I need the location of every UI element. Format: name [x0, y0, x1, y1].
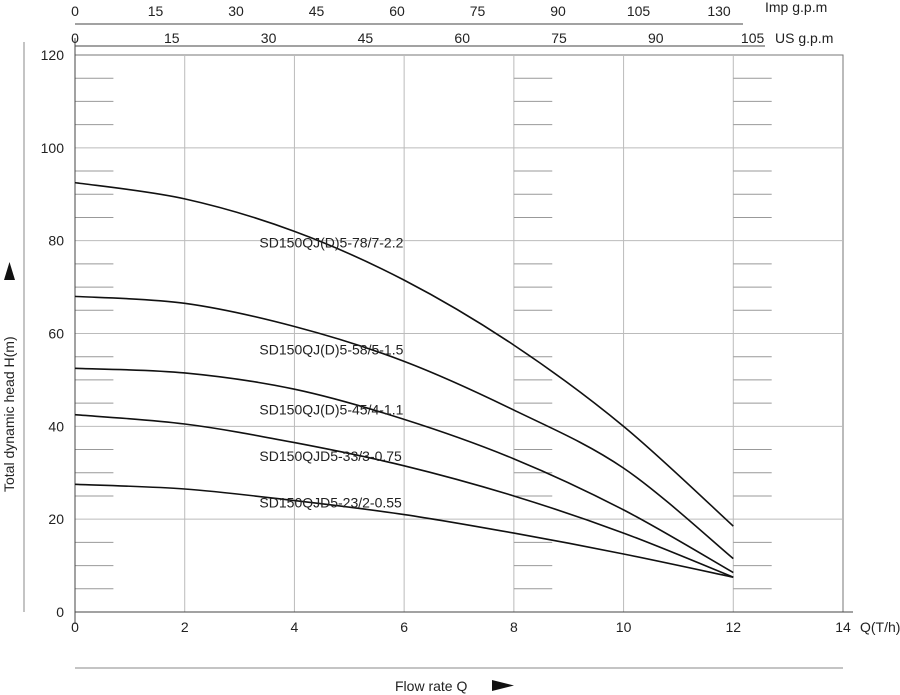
us-gpm-tick-label: 45	[358, 30, 374, 46]
x-tick-label: 10	[616, 619, 632, 635]
y-tick-label: 20	[48, 511, 64, 527]
y-axis-title: Total dynamic head H(m)	[1, 336, 17, 492]
imp-gpm-tick-label: 90	[550, 3, 566, 19]
y-tick-label: 100	[41, 140, 65, 156]
x-tick-label: 8	[510, 619, 518, 635]
x-tick-label: 4	[291, 619, 299, 635]
x-axis-unit-label: Q(T/h)	[860, 619, 900, 635]
imp-gpm-tick-label: 60	[389, 3, 405, 19]
pump-curve-4	[74, 413, 734, 578]
grid-layer	[74, 54, 844, 613]
us-gpm-tick-label: 75	[551, 30, 567, 46]
x-tick-label: 0	[71, 619, 79, 635]
y-tick-label: 60	[48, 326, 64, 342]
pump-curve-3	[74, 367, 734, 574]
pump-curve-5	[74, 483, 734, 578]
imp-gpm-tick-label: 30	[228, 3, 244, 19]
us-gpm-tick-label: 0	[71, 30, 79, 46]
us-gpm-tick-label: 90	[648, 30, 664, 46]
imp-gpm-tick-label: 45	[309, 3, 325, 19]
imp-gpm-unit-label: Imp g.p.m	[765, 0, 827, 15]
pump-curve-label-1: SD150QJ(D)5-78/7-2.2	[259, 235, 403, 251]
y-tick-label: 0	[56, 604, 64, 620]
y-tick-label: 80	[48, 233, 64, 249]
y-tick-label: 120	[41, 47, 65, 63]
pump-curve-1	[74, 181, 734, 527]
x-axis-arrow-icon	[492, 680, 514, 691]
y-axis-arrow-icon	[4, 262, 15, 280]
x-tick-label: 14	[835, 619, 851, 635]
x-tick-label: 2	[181, 619, 189, 635]
x-tick-label: 6	[400, 619, 408, 635]
us-gpm-tick-label: 60	[454, 30, 470, 46]
pump-curve-label-2: SD150QJ(D)5-58/5-1.5	[259, 341, 403, 357]
pump-curve-label-3: SD150QJ(D)5-45/4-1.1	[259, 402, 403, 418]
imp-gpm-tick-label: 75	[470, 3, 486, 19]
imp-gpm-tick-label: 130	[707, 3, 731, 19]
us-gpm-unit-label: US g.p.m	[775, 30, 833, 46]
pump-curve-label-4: SD150QJD5-33/3-0.75	[259, 448, 402, 464]
curves-layer	[74, 181, 734, 578]
us-gpm-tick-label: 15	[164, 30, 180, 46]
imp-gpm-tick-label: 15	[148, 3, 164, 19]
us-gpm-tick-label: 30	[261, 30, 277, 46]
us-gpm-tick-label: 105	[741, 30, 765, 46]
x-tick-label: 12	[725, 619, 741, 635]
x-axis-title: Flow rate Q	[395, 678, 467, 694]
y-tick-label: 40	[48, 418, 64, 434]
pump-curve-2	[74, 295, 734, 560]
pump-curve-label-5: SD150QJD5-23/2-0.55	[259, 495, 402, 511]
labels-layer: SD150QJ(D)5-78/7-2.2 SD150QJ(D)5-58/5-1.5…	[259, 235, 403, 511]
imp-gpm-tick-label: 105	[627, 3, 651, 19]
imp-gpm-tick-label: 0	[71, 3, 79, 19]
